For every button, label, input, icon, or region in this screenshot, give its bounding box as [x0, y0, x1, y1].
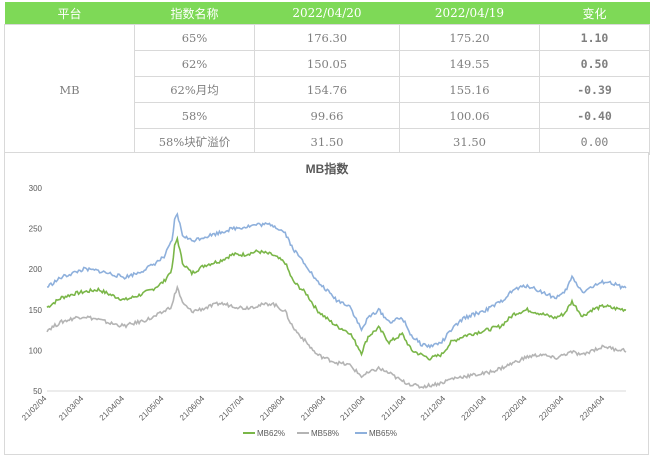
change-value: 1.10	[539, 24, 650, 51]
legend-label: MB65%	[369, 429, 397, 438]
value-previous: 175.20	[399, 24, 540, 51]
x-tick-label: 21/03/04	[57, 394, 86, 423]
value-previous: 155.16	[399, 76, 540, 103]
table-row: MB 65% 176.30 175.20 1.10	[4, 24, 650, 155]
change-value: 0.00	[539, 128, 650, 155]
x-tick-label: 21/02/04	[20, 394, 49, 423]
chart-title: MB指数	[306, 161, 350, 176]
table-row: 62%月均 154.76 155.16 -0.39	[5, 76, 650, 103]
index-name: 65%	[134, 24, 255, 51]
legend-label: MB62%	[257, 429, 285, 438]
header-index-name: 指数名称	[134, 2, 255, 25]
x-tick-label: 21/09/04	[299, 394, 328, 423]
change-value: 0.50	[539, 50, 650, 77]
x-tick-label: 21/07/04	[217, 394, 246, 423]
y-tick-label: 250	[29, 225, 43, 234]
table-row: 58%块矿溢价 31.50 31.50 0.00	[5, 128, 650, 155]
x-tick-label: 21/10/04	[338, 394, 367, 423]
x-tick-label: 22/01/04	[460, 394, 489, 423]
header-change: 变化	[539, 2, 650, 25]
y-tick-label: 100	[29, 346, 43, 355]
series-line-mb65	[46, 212, 627, 349]
change-value: -0.39	[539, 76, 650, 103]
table-row: 58% 99.66 100.06 -0.40	[5, 102, 650, 129]
y-tick-label: 300	[29, 184, 43, 193]
x-tick-label: 21/06/04	[178, 394, 207, 423]
index-name: 62%	[134, 50, 255, 77]
change-value: -0.40	[539, 102, 650, 129]
y-tick-label: 50	[33, 387, 42, 396]
series-line-mb58	[46, 284, 627, 389]
value-current: 150.05	[254, 50, 400, 77]
table-header-row: 平台 指数名称 2022/04/20 2022/04/19 变化	[4, 2, 650, 25]
x-tick-label: 21/05/04	[137, 394, 166, 423]
value-previous: 100.06	[399, 102, 540, 129]
platform-cell: MB	[4, 24, 135, 155]
index-table: 平台 指数名称 2022/04/20 2022/04/19 变化 MB 65% …	[4, 2, 650, 155]
index-name: 58%	[134, 102, 255, 129]
value-previous: 149.55	[399, 50, 540, 77]
x-tick-label: 22/02/04	[500, 394, 529, 423]
y-tick-label: 200	[29, 265, 43, 274]
x-tick-label: 21/11/04	[380, 394, 408, 422]
x-tick-label: 22/04/04	[578, 394, 607, 423]
legend-label: MB58%	[311, 429, 339, 438]
value-current: 99.66	[254, 102, 400, 129]
header-platform: 平台	[4, 2, 135, 25]
x-tick-label: 21/04/04	[98, 394, 127, 423]
y-tick-label: 150	[29, 306, 43, 315]
x-tick-label: 21/12/04	[419, 394, 448, 423]
value-previous: 31.50	[399, 128, 540, 155]
series-line-mb62	[46, 235, 627, 361]
header-date-1: 2022/04/20	[254, 2, 400, 25]
value-current: 154.76	[254, 76, 400, 103]
table-row: 62% 150.05 149.55 0.50	[5, 50, 650, 77]
value-current: 31.50	[254, 128, 400, 155]
mb-index-chart: MB指数 50 100 150 200 250 300 21/02/04 21/03/04 21…	[4, 152, 649, 455]
x-tick-label: 21/08/04	[258, 394, 287, 423]
index-name: 62%月均	[134, 76, 255, 103]
value-current: 176.30	[254, 24, 400, 51]
index-name: 58%块矿溢价	[134, 128, 255, 155]
x-tick-label: 22/03/04	[537, 394, 566, 423]
chart-svg: MB指数 50 100 150 200 250 300 21/02/04 21/03/04 21…	[20, 161, 627, 438]
header-date-2: 2022/04/19	[399, 2, 540, 25]
